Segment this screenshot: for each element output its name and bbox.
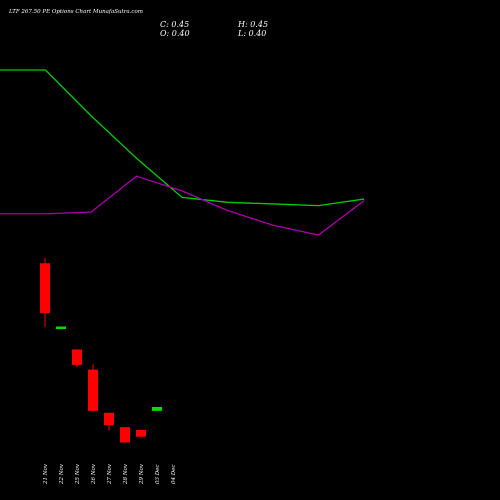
high-value: H: 0.45 bbox=[238, 20, 269, 29]
x-tick-label: 26 Nov bbox=[91, 463, 97, 485]
chart-title: LTF 267.50 PE Options Chart MunafaSutra.… bbox=[9, 9, 144, 15]
candle-body-3 bbox=[88, 369, 98, 411]
candle-body-2 bbox=[72, 349, 82, 365]
candle-body-1 bbox=[56, 326, 66, 329]
x-tick-label: 29 Nov bbox=[139, 463, 145, 485]
x-tick-label: 04 Dec bbox=[171, 465, 177, 485]
candle-body-4 bbox=[104, 412, 114, 426]
x-tick-label: 28 Nov bbox=[123, 463, 129, 485]
x-tick-label: 22 Nov bbox=[59, 463, 65, 485]
candle-body-0 bbox=[40, 263, 50, 314]
candle-body-6 bbox=[136, 430, 146, 437]
overlay-line-0 bbox=[0, 69, 365, 207]
close-value: C: 0.45 bbox=[160, 20, 190, 29]
overlay-line-1 bbox=[0, 175, 365, 236]
open-value: O: 0.40 bbox=[160, 29, 190, 38]
candle-body-7 bbox=[152, 407, 162, 411]
x-tick-label: 25 Nov bbox=[75, 463, 81, 485]
x-tick-label: 27 Nov bbox=[107, 463, 113, 485]
candle-body-5 bbox=[120, 427, 130, 443]
x-tick-label: 03 Dec bbox=[155, 465, 161, 485]
x-tick-label: 21 Nov bbox=[43, 463, 49, 485]
low-value: L: 0.40 bbox=[238, 29, 267, 38]
